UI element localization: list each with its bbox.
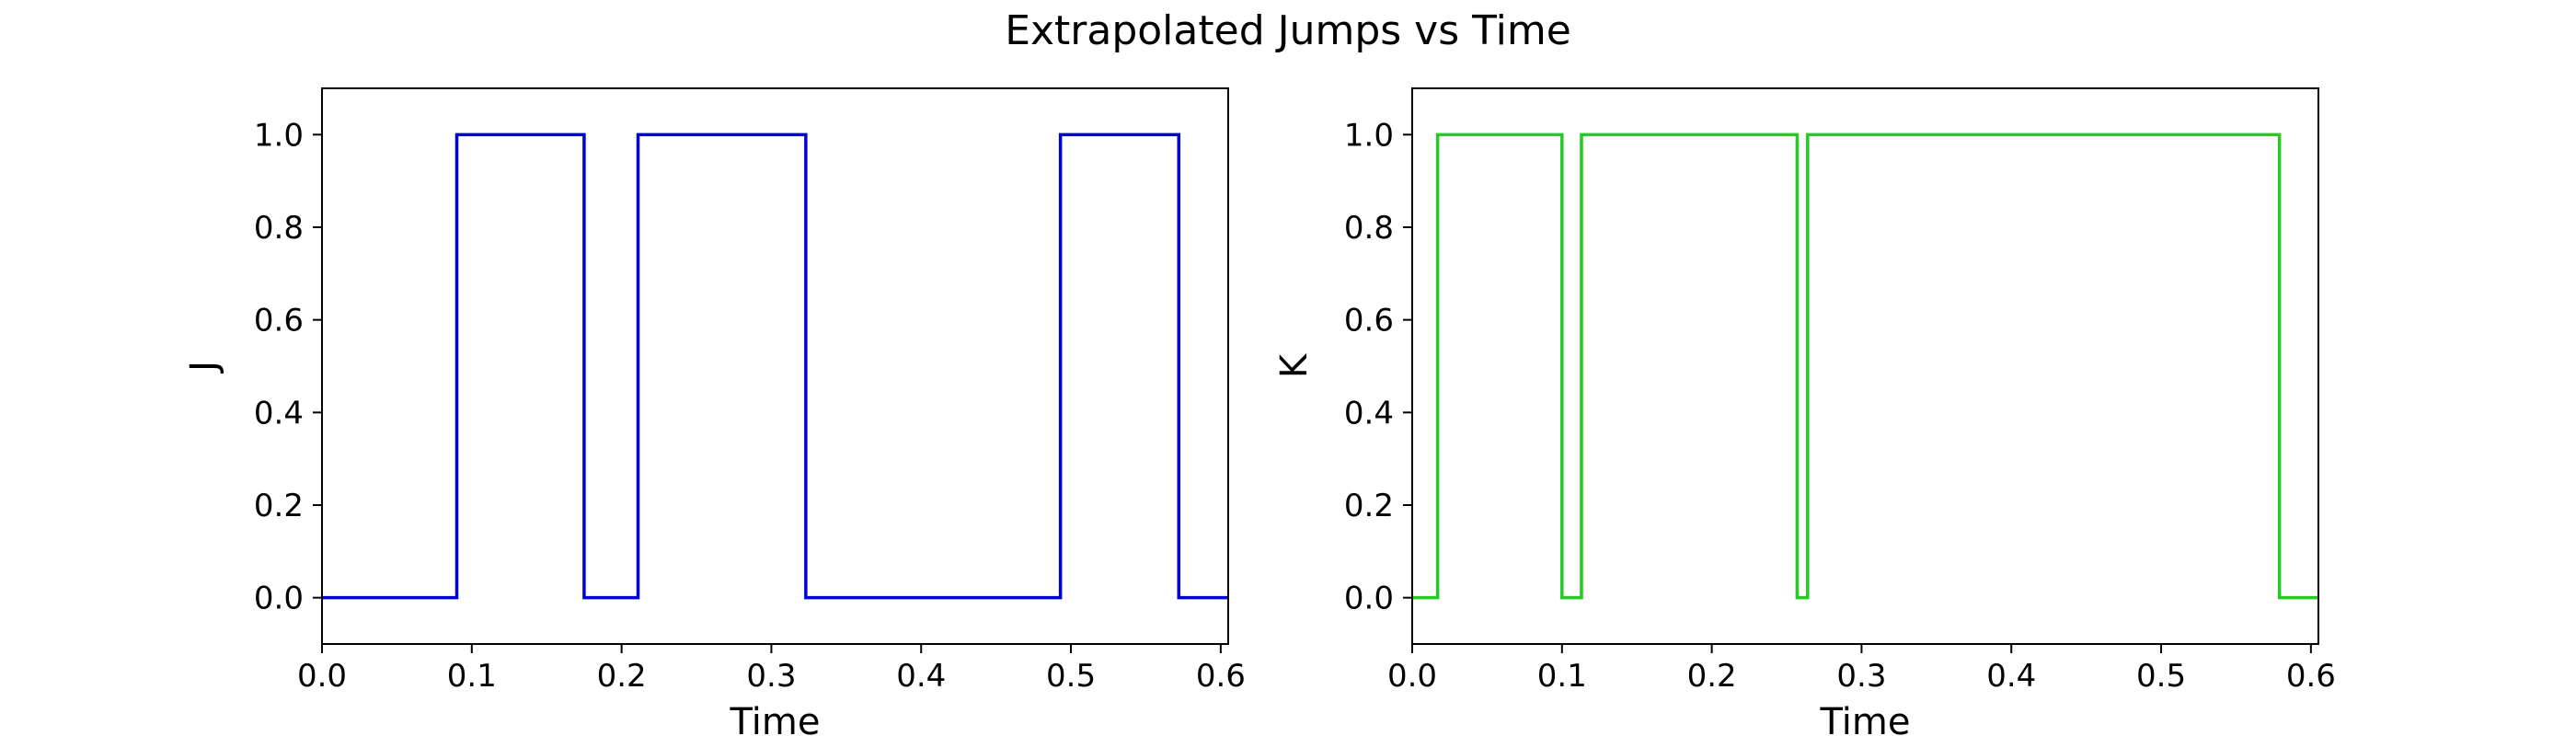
axes-frame-j: [321, 87, 1229, 645]
series-line-k: [1412, 132, 2318, 600]
x-tick-label-j: 0.4: [896, 658, 946, 695]
x-axis-label-j: Time: [730, 701, 821, 736]
x-axis-label-k: Time: [1820, 701, 1911, 736]
x-tick-label-k: 0.3: [1836, 658, 1886, 695]
y-tick-label-j: 1.0: [254, 117, 304, 154]
y-tick-label-j: 0.4: [254, 395, 304, 431]
x-tick-label-k: 0.2: [1687, 658, 1737, 695]
x-tick-label-j: 0.2: [597, 658, 647, 695]
y-tick-label-j: 0.6: [254, 303, 304, 339]
y-tick-label-k: 0.4: [1344, 395, 1394, 431]
figure-title: Extrapolated Jumps vs Time: [1005, 7, 1571, 54]
axes-frame-k: [1411, 87, 2319, 645]
y-tick-label-j: 0.8: [254, 210, 304, 247]
y-tick-label-k: 0.8: [1344, 210, 1394, 247]
x-tick-label-k: 0.1: [1537, 658, 1587, 695]
x-tick-label-j: 0.0: [297, 658, 347, 695]
x-tick-label-k: 0.0: [1387, 658, 1437, 695]
x-tick-label-j: 0.5: [1046, 658, 1096, 695]
chart-panel-j: 0.0 0.1 0.2 0.3 0.4 0.5 0.6 0.0 0.2 0.4 0.6 0.8 1.0 T…: [183, 87, 1246, 736]
y-tick-label-k: 0.2: [1344, 488, 1394, 524]
x-tick-label-j: 0.3: [746, 658, 796, 695]
y-tick-label-k: 1.0: [1344, 117, 1394, 154]
y-tick-label-j: 0.0: [254, 581, 304, 617]
x-tick-label-k: 0.5: [2136, 658, 2186, 695]
y-axis-label-j: J: [183, 361, 225, 374]
y-tick-label-k: 0.6: [1344, 303, 1394, 339]
series-line-j: [322, 132, 1228, 600]
y-tick-label-j: 0.2: [254, 488, 304, 524]
x-tick-label-k: 0.4: [1986, 658, 2036, 695]
y-axis-label-k: K: [1273, 352, 1316, 378]
x-tick-label-j: 0.1: [447, 658, 497, 695]
y-tick-label-k: 0.0: [1344, 581, 1394, 617]
x-tick-label-j: 0.6: [1196, 658, 1246, 695]
x-tick-label-k: 0.6: [2286, 658, 2336, 695]
chart-panel-k: 0.0 0.1 0.2 0.3 0.4 0.5 0.6 0.0 0.2 0.4 0.6 0.8 1.0 T…: [1273, 87, 2336, 736]
